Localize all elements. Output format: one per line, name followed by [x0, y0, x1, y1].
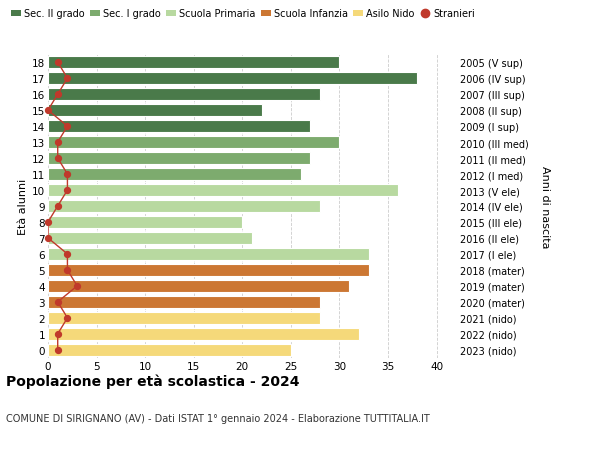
- Point: [62, 75, 72, 83]
- Point: [53, 298, 62, 306]
- Bar: [48, 168, 301, 181]
- Point: [62, 123, 72, 130]
- Point: [53, 91, 62, 99]
- Point: [53, 347, 62, 354]
- Point: [43, 107, 53, 115]
- Point: [43, 235, 53, 242]
- Point: [62, 171, 72, 179]
- Bar: [48, 280, 349, 292]
- Point: [53, 203, 62, 210]
- Bar: [48, 89, 320, 101]
- Bar: [48, 73, 417, 85]
- Bar: [48, 57, 340, 69]
- Point: [53, 330, 62, 338]
- Point: [53, 155, 62, 162]
- Point: [62, 267, 72, 274]
- Bar: [48, 216, 242, 229]
- Bar: [48, 105, 262, 117]
- Point: [62, 314, 72, 322]
- Bar: [48, 185, 398, 197]
- Point: [53, 59, 62, 67]
- Bar: [48, 248, 368, 261]
- Point: [53, 139, 62, 146]
- Point: [62, 251, 72, 258]
- Point: [43, 219, 53, 226]
- Bar: [48, 200, 320, 213]
- Y-axis label: Anni di nascita: Anni di nascita: [540, 165, 550, 248]
- Point: [73, 283, 82, 290]
- Bar: [48, 152, 310, 165]
- Text: Popolazione per età scolastica - 2024: Popolazione per età scolastica - 2024: [6, 374, 299, 389]
- Bar: [48, 232, 252, 245]
- Legend: Sec. II grado, Sec. I grado, Scuola Primaria, Scuola Infanzia, Asilo Nido, Stran: Sec. II grado, Sec. I grado, Scuola Prim…: [11, 10, 475, 19]
- Bar: [48, 312, 320, 325]
- Text: COMUNE DI SIRIGNANO (AV) - Dati ISTAT 1° gennaio 2024 - Elaborazione TUTTITALIA.: COMUNE DI SIRIGNANO (AV) - Dati ISTAT 1°…: [6, 413, 430, 423]
- Bar: [48, 344, 291, 356]
- Bar: [48, 137, 340, 149]
- Bar: [48, 296, 320, 308]
- Point: [62, 187, 72, 194]
- Bar: [48, 121, 310, 133]
- Bar: [48, 328, 359, 340]
- Bar: [48, 264, 368, 276]
- Y-axis label: Età alunni: Età alunni: [18, 179, 28, 235]
